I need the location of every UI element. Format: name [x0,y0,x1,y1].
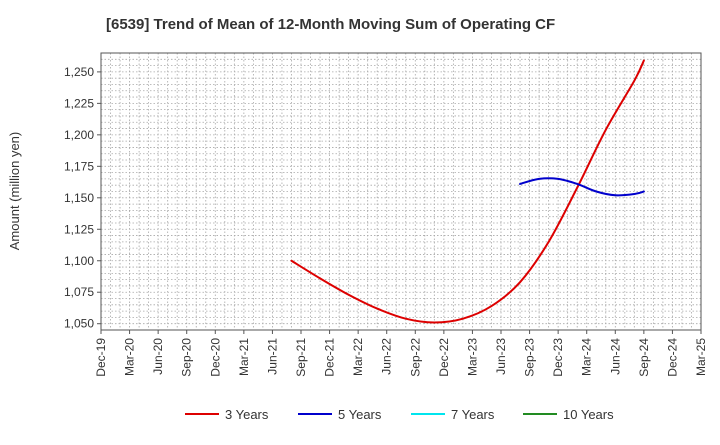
legend-item: 10 Years [523,407,614,422]
legend-item: 5 Years [298,407,382,422]
x-tick-label: Sep-24 [637,338,651,377]
x-tick-label: Sep-21 [294,338,308,377]
x-tick-label: Jun-24 [608,338,622,375]
legend: 3 Years 5 Years 7 Years 10 Years [185,407,614,422]
y-tick-label: 1,050 [64,317,94,331]
x-tick-label: Sep-23 [523,338,537,377]
x-tick-label: Mar-21 [237,338,251,376]
x-tick-label: Dec-21 [323,338,337,377]
y-tick-label: 1,075 [64,285,94,299]
plot-area-border [100,52,702,331]
legend-label: 3 Years [225,407,269,422]
x-tick-label: Dec-20 [208,338,222,377]
x-tick-label: Mar-20 [123,338,137,376]
x-tick-label: Dec-19 [94,338,108,377]
series-lines [290,59,645,324]
legend-label: 10 Years [563,407,614,422]
legend-item: 3 Years [185,407,269,422]
x-tick-label: Jun-23 [494,338,508,375]
x-tick-label: Mar-22 [351,338,365,376]
x-tick-label: Mar-23 [465,338,479,376]
y-tick-label: 1,150 [64,191,94,205]
legend-label: 5 Years [338,407,382,422]
y-axis-label: Amount (million yen) [7,132,22,251]
x-tick-label: Mar-24 [580,338,594,376]
y-tick-label: 1,100 [64,254,94,268]
series-line-2 [519,177,645,197]
x-tick-label: Jun-22 [380,338,394,375]
x-tick-label: Sep-20 [180,338,194,377]
axes: 1,050 1,075 1,100 1,125 1,150 1,175 1,200 1,225… [64,52,708,377]
x-tick-label: Jun-21 [265,338,279,375]
y-tick-label: 1,175 [64,159,94,173]
x-tick-label: Dec-22 [437,338,451,377]
x-tick-label: Dec-24 [665,338,679,377]
y-tick-label: 1,200 [64,128,94,142]
x-tick-label: Jun-20 [151,338,165,375]
chart-title: [6539] Trend of Mean of 12-Month Moving … [106,16,555,33]
y-tick-label: 1,225 [64,96,94,110]
legend-label: 7 Years [451,407,495,422]
y-tick-label: 1,125 [64,222,94,236]
legend-item: 7 Years [411,407,495,422]
x-tick-label: Mar-25 [694,338,708,376]
x-tick-label: Dec-23 [551,338,565,377]
series-line-1 [290,59,645,324]
grid [101,53,701,330]
y-tick-label: 1,250 [64,65,94,79]
x-tick-label: Sep-22 [408,338,422,377]
